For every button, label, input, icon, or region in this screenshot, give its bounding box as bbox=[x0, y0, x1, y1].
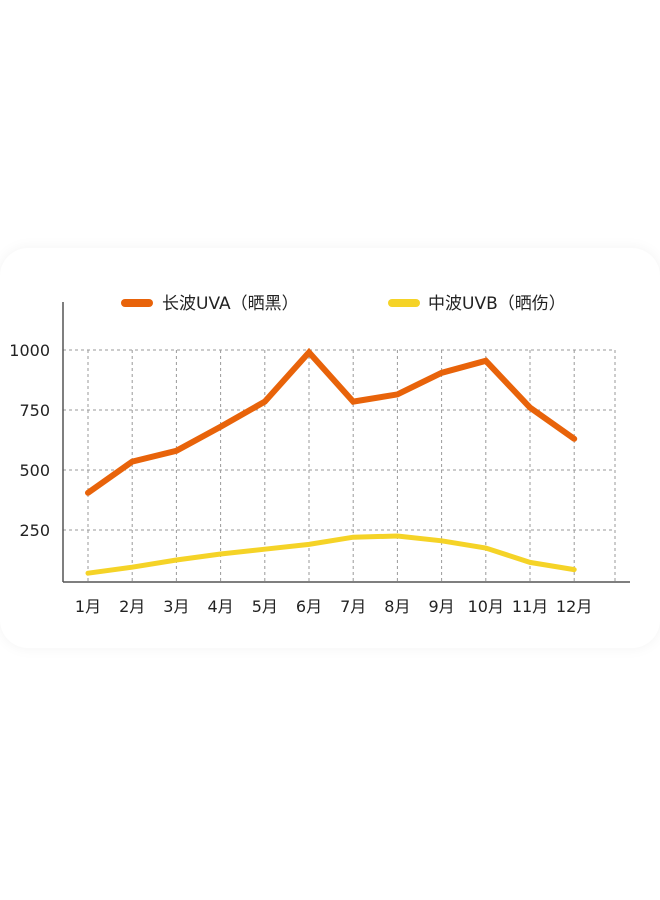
x-tick-label: 2月 bbox=[119, 597, 145, 616]
legend-label-1: 长波UVA（晒黑） bbox=[162, 294, 299, 314]
x-tick-label: 6月 bbox=[296, 597, 322, 616]
series-layer bbox=[85, 347, 578, 576]
x-tick-label: 10月 bbox=[468, 597, 504, 616]
series-line-1 bbox=[85, 347, 578, 496]
y-tick-label: 1000 bbox=[9, 341, 50, 360]
x-tick-label: 12月 bbox=[556, 597, 592, 616]
tick-layer: 250 500 750 1000 1月 2月 3月 4月 5月 6月 7月 8月 9月 10月 11月 12月 bbox=[9, 341, 592, 616]
axis-layer bbox=[62, 302, 630, 583]
x-tick-label: 3月 bbox=[163, 597, 189, 616]
x-tick-label: 9月 bbox=[429, 597, 455, 616]
series-line-2 bbox=[85, 533, 577, 576]
legend: 长波UVA（晒黑） 中波UVB（晒伤） bbox=[121, 294, 566, 314]
x-tick-label: 7月 bbox=[340, 597, 366, 616]
x-tick-label: 8月 bbox=[384, 597, 410, 616]
y-tick-label: 250 bbox=[19, 521, 50, 540]
x-tick-label: 1月 bbox=[75, 597, 101, 616]
x-tick-label: 11月 bbox=[512, 597, 548, 616]
x-tick-label: 4月 bbox=[208, 597, 234, 616]
legend-label-2: 中波UVB（晒伤） bbox=[428, 294, 566, 314]
grid-layer bbox=[63, 349, 616, 582]
y-tick-label: 500 bbox=[19, 461, 50, 480]
x-tick-label: 5月 bbox=[252, 597, 278, 616]
y-tick-label: 750 bbox=[19, 401, 50, 420]
